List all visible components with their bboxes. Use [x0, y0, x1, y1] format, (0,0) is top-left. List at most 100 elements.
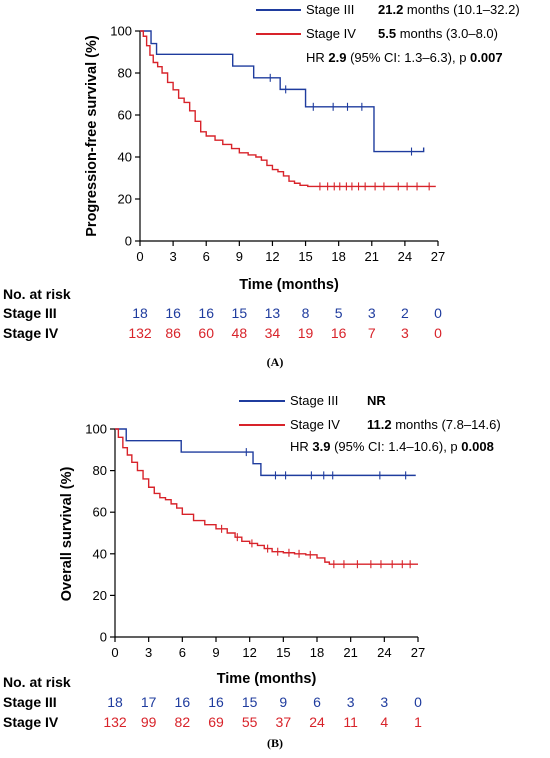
- legend-median: 5.5 months (3.0–8.0): [378, 26, 498, 41]
- risk-count: 18: [107, 694, 123, 710]
- hr-p-value: 0.007: [470, 50, 503, 65]
- hazard-ratio: HR 3.9 (95% CI: 1.4–10.6), p 0.008: [290, 439, 494, 454]
- risk-count: 82: [175, 714, 191, 730]
- survival-curve-stage-iv: [140, 30, 436, 188]
- legend-median: 11.2 months (7.8–14.6): [367, 417, 501, 432]
- risk-count: 8: [302, 305, 310, 321]
- risk-count: 55: [242, 714, 258, 730]
- risk-count: 3: [380, 694, 388, 710]
- risk-count: 11: [343, 714, 358, 730]
- risk-count: 5: [335, 305, 343, 321]
- hr-p-value: 0.008: [461, 439, 494, 454]
- x-tick-label: 24: [398, 249, 412, 264]
- risk-count: 4: [380, 714, 388, 730]
- x-axis-title: Time (months): [239, 277, 339, 293]
- x-tick-label: 12: [242, 645, 256, 660]
- hr-value: 2.9: [328, 50, 346, 65]
- y-tick-label: 40: [118, 150, 132, 165]
- risk-count: 15: [242, 694, 258, 710]
- y-tick-label: 0: [125, 234, 132, 249]
- risk-count: 34: [265, 325, 281, 341]
- x-tick-label: 21: [365, 249, 379, 264]
- x-tick-label: 0: [111, 645, 118, 660]
- y-axis-title: Overall survival (%): [59, 467, 75, 602]
- risk-count: 7: [368, 325, 376, 341]
- risk-count: 16: [331, 325, 347, 341]
- x-axis-title: Time (months): [217, 671, 317, 687]
- risk-count: 16: [208, 694, 224, 710]
- risk-count: 16: [198, 305, 214, 321]
- legend-label: Stage III: [290, 393, 338, 408]
- legend-median-value: NR: [367, 393, 386, 408]
- legend-median-value: 21.2: [378, 2, 403, 17]
- x-tick-label: 24: [377, 645, 391, 660]
- survival-curve-stage-iv: [115, 428, 418, 565]
- panel-label: (B): [267, 736, 283, 750]
- risk-count: 18: [132, 305, 148, 321]
- risk-count: 0: [434, 305, 442, 321]
- risk-count: 3: [368, 305, 376, 321]
- legend-label: Stage III: [306, 2, 354, 17]
- hr-ci: (95% CI: 1.4–10.6), p: [330, 439, 461, 454]
- y-tick-label: 0: [100, 630, 107, 645]
- x-tick-label: 3: [145, 645, 152, 660]
- y-tick-label: 100: [110, 24, 132, 39]
- risk-count: 48: [232, 325, 248, 341]
- risk-count: 9: [279, 694, 287, 710]
- y-axis-title: Progression-free survival (%): [84, 35, 100, 237]
- hr-value: 3.9: [312, 439, 330, 454]
- legend-median-ci: months (10.1–32.2): [403, 2, 519, 17]
- y-tick-label: 20: [118, 192, 132, 207]
- risk-table-title: No. at risk: [3, 286, 71, 302]
- y-tick-label: 40: [93, 546, 107, 561]
- risk-count: 3: [347, 694, 355, 710]
- risk-count: 16: [175, 694, 191, 710]
- risk-count: 16: [165, 305, 181, 321]
- risk-count: 17: [141, 694, 157, 710]
- x-tick-label: 12: [265, 249, 279, 264]
- y-tick-label: 100: [85, 422, 107, 437]
- x-tick-label: 15: [298, 249, 312, 264]
- x-tick-label: 6: [203, 249, 210, 264]
- panel-label: (A): [267, 355, 284, 369]
- x-tick-label: 0: [136, 249, 143, 264]
- y-tick-label: 20: [93, 588, 107, 603]
- legend-median-value: 5.5: [378, 26, 396, 41]
- legend-median-ci: months (3.0–8.0): [396, 26, 498, 41]
- x-tick-label: 18: [331, 249, 345, 264]
- risk-count: 0: [434, 325, 442, 341]
- y-tick-label: 80: [118, 66, 132, 81]
- risk-row-label: Stage III: [3, 305, 57, 321]
- x-tick-label: 6: [179, 645, 186, 660]
- risk-row-label: Stage III: [3, 694, 57, 710]
- risk-count: 60: [198, 325, 214, 341]
- y-tick-label: 60: [93, 505, 107, 520]
- x-tick-label: 27: [431, 249, 445, 264]
- risk-count: 6: [313, 694, 321, 710]
- y-tick-label: 80: [93, 463, 107, 478]
- x-tick-label: 9: [236, 249, 243, 264]
- hr-ci: (95% CI: 1.3–6.3), p: [346, 50, 470, 65]
- risk-count: 99: [141, 714, 157, 730]
- legend-median-ci: months (7.8–14.6): [392, 417, 501, 432]
- risk-count: 24: [309, 714, 325, 730]
- x-tick-label: 9: [212, 645, 219, 660]
- x-tick-label: 3: [169, 249, 176, 264]
- risk-count: 19: [298, 325, 314, 341]
- survival-curve-stage-iii: [140, 30, 425, 153]
- y-tick-label: 60: [118, 108, 132, 123]
- risk-table-title: No. at risk: [3, 674, 71, 690]
- risk-count: 1: [414, 714, 422, 730]
- x-tick-label: 18: [310, 645, 324, 660]
- risk-count: 132: [128, 325, 152, 341]
- risk-count: 86: [165, 325, 181, 341]
- risk-count: 2: [401, 305, 409, 321]
- risk-count: 69: [208, 714, 224, 730]
- legend-median-value: 11.2: [367, 417, 392, 432]
- legend-label: Stage IV: [290, 417, 340, 432]
- hazard-ratio: HR 2.9 (95% CI: 1.3–6.3), p 0.007: [306, 50, 503, 65]
- x-tick-label: 21: [343, 645, 357, 660]
- risk-count: 15: [232, 305, 248, 321]
